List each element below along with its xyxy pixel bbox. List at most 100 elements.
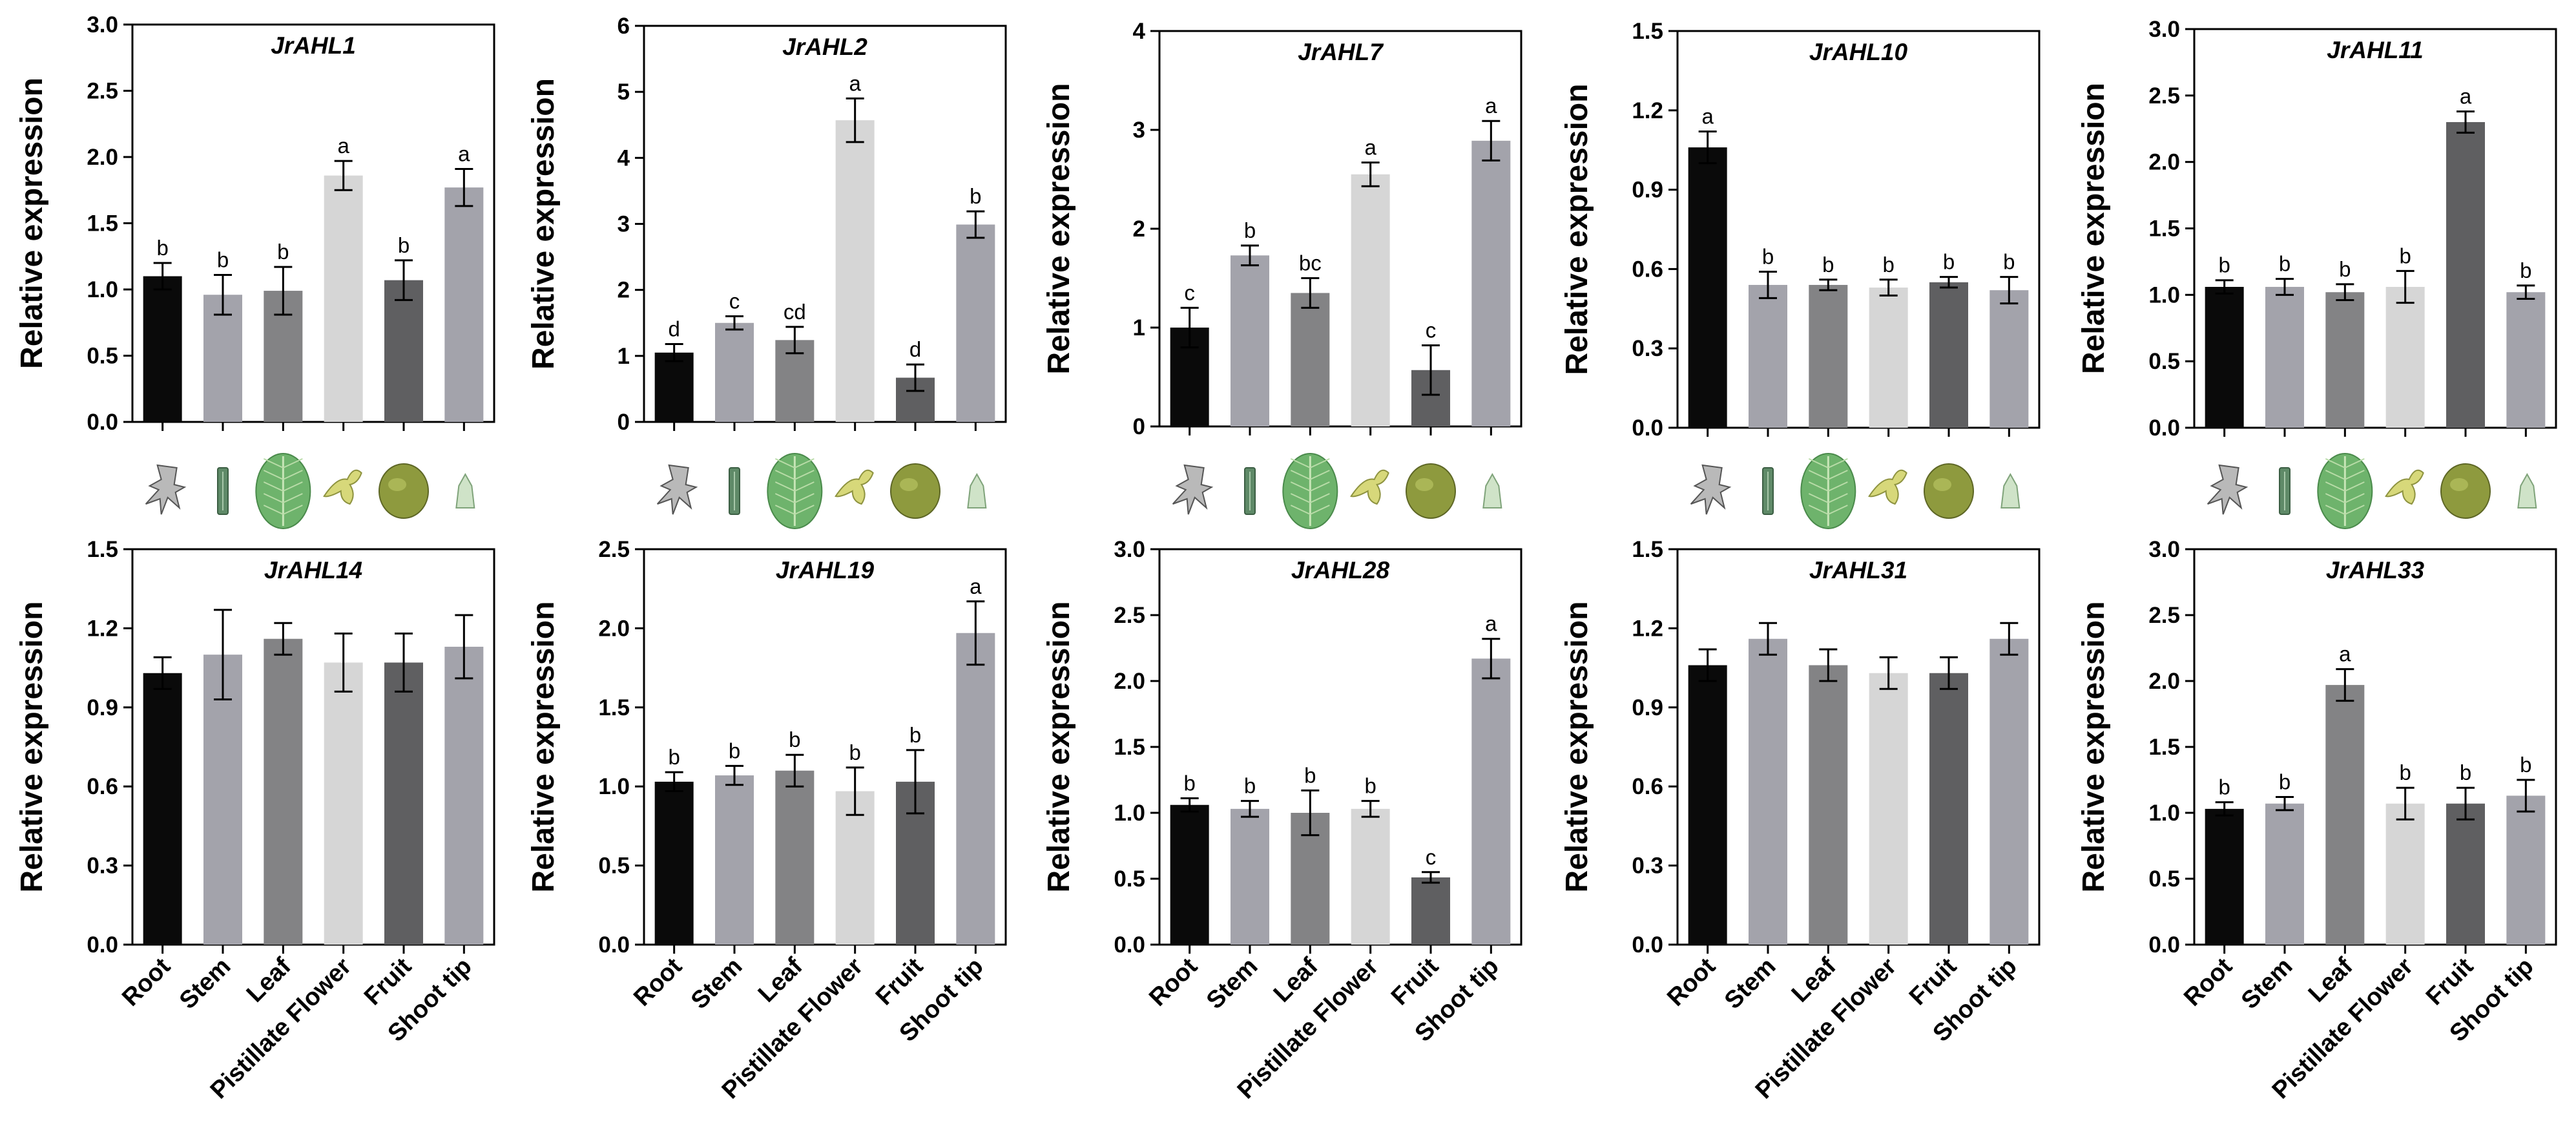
significance-letter: b xyxy=(1244,218,1256,242)
chart-panel-JrAHL33: JrAHL33 Relative expression 0.0 0.5 1.0 1.5 2.… xyxy=(2077,537,2557,1104)
significance-letter: b xyxy=(1244,774,1256,798)
significance-letter: b xyxy=(1304,763,1316,787)
bar-leaf xyxy=(264,638,303,945)
significance-letter: b xyxy=(217,247,229,271)
significance-letter: b xyxy=(2218,253,2230,277)
bar-stem xyxy=(1231,808,1269,945)
significance-letter: b xyxy=(2339,257,2351,281)
stem-icon xyxy=(729,467,740,515)
y-axis-label: Relative expression xyxy=(526,78,561,370)
x-category-label: Stem xyxy=(1201,953,1263,1014)
y-tick-label: 1 xyxy=(1133,315,1145,341)
x-category-label: Leaf xyxy=(242,952,296,1007)
leaf-icon xyxy=(255,453,311,529)
significance-letter: b xyxy=(1882,253,1894,277)
chart-title: JrAHL2 xyxy=(782,34,867,60)
bar-fruit xyxy=(384,280,423,422)
plot-frame xyxy=(131,548,495,946)
bar-fruit xyxy=(2446,803,2485,945)
stem-icon xyxy=(1762,467,1774,515)
y-tick-label: 5 xyxy=(618,79,630,105)
bar-shoot-tip xyxy=(1989,290,2029,428)
y-tick-label: 0.3 xyxy=(1632,854,1663,879)
error-bar xyxy=(1422,344,1440,396)
significance-letter: c xyxy=(729,289,740,313)
error-bar xyxy=(1361,161,1380,187)
x-category-label: Root xyxy=(2179,952,2238,1011)
chart-panel-JrAHL1: JrAHL1 Relative expression 0.0 0.5 1.0 1.5 2.0… xyxy=(15,12,495,435)
x-category-label: Stem xyxy=(686,953,747,1014)
chart-title: JrAHL7 xyxy=(1298,39,1384,65)
significance-letter: b xyxy=(2399,244,2411,267)
error-bar xyxy=(334,160,353,191)
flower-icon xyxy=(835,469,874,505)
bar-root xyxy=(654,352,694,422)
bar-stem xyxy=(715,322,754,422)
error-bar xyxy=(1482,638,1501,680)
y-tick-label: 1.0 xyxy=(598,774,630,799)
y-tick-label: 1.5 xyxy=(87,537,118,562)
significance-letter: b xyxy=(1762,244,1774,268)
bar-fruit xyxy=(1929,282,1968,428)
x-category-label: Stem xyxy=(1719,953,1781,1014)
y-tick-label: 1.5 xyxy=(1114,735,1145,760)
bar-shoot-tip xyxy=(1471,140,1511,426)
plot-frame xyxy=(2193,548,2557,946)
y-tick-label: 1.5 xyxy=(2148,216,2180,242)
bar-pistillate-flower xyxy=(2385,286,2425,428)
root-icon xyxy=(1690,464,1732,515)
error-bar xyxy=(966,210,985,239)
bar-leaf xyxy=(1809,665,1848,945)
bar-fruit xyxy=(384,662,423,945)
plot-frame xyxy=(1158,548,1522,946)
shoot-tip-icon xyxy=(1482,472,1502,508)
significance-letter: a xyxy=(337,134,349,158)
y-tick-label: 2.5 xyxy=(1114,603,1145,628)
y-tick-label: 1.5 xyxy=(598,695,630,720)
plot-frame xyxy=(1676,548,2041,946)
error-bar xyxy=(1180,306,1199,349)
bar-root xyxy=(143,276,182,422)
error-bar xyxy=(214,273,232,316)
bar-shoot-tip xyxy=(2506,795,2546,945)
chart-panel-JrAHL11: JrAHL11 Relative expression 0.0 0.5 1.0 1.5 2.… xyxy=(2077,17,2557,441)
significance-letter: b xyxy=(729,739,740,762)
y-tick-label: 0.0 xyxy=(1114,932,1145,958)
shoot-tip-icon xyxy=(2517,472,2537,508)
error-bar xyxy=(455,167,473,207)
error-bar xyxy=(785,753,804,788)
error-bar xyxy=(1241,800,1259,818)
significance-letter: b xyxy=(1943,250,1955,274)
y-tick-label: 1.2 xyxy=(1632,98,1663,123)
tissue-icons-layer xyxy=(145,453,2537,529)
y-tick-label: 0.0 xyxy=(1632,415,1663,441)
error-bar xyxy=(2396,786,2415,821)
y-axis-label: Relative expression xyxy=(15,78,49,369)
bar-pistillate-flower xyxy=(1869,673,1908,945)
root-icon xyxy=(656,464,698,515)
error-bar xyxy=(2457,786,2475,821)
error-bar xyxy=(1301,789,1320,837)
y-tick-label: 6 xyxy=(618,14,630,39)
leaf-icon xyxy=(767,453,823,529)
error-bar xyxy=(2517,779,2535,813)
significance-letter: b xyxy=(2003,250,2015,274)
y-axis-label: Relative expression xyxy=(526,602,561,893)
significance-letter: a xyxy=(1364,135,1376,159)
error-bar xyxy=(1819,648,1838,682)
y-tick-label: 3.0 xyxy=(2148,537,2180,562)
bar-root xyxy=(2205,286,2244,428)
flower-icon xyxy=(1350,469,1389,505)
plot-frame xyxy=(1158,30,1522,428)
x-category-label: Leaf xyxy=(753,952,808,1007)
chart-title: JrAHL33 xyxy=(2326,557,2425,583)
significance-letter: b xyxy=(2399,760,2411,784)
y-tick-label: 0.5 xyxy=(1114,866,1145,892)
y-tick-label: 0.3 xyxy=(1632,336,1663,361)
y-tick-label: 3.0 xyxy=(2148,17,2180,42)
error-bar xyxy=(665,771,683,793)
bar-leaf xyxy=(2325,292,2365,428)
chart-title: JrAHL19 xyxy=(776,557,875,583)
y-tick-label: 0.0 xyxy=(87,410,118,435)
bar-shoot-tip xyxy=(1989,638,2029,945)
